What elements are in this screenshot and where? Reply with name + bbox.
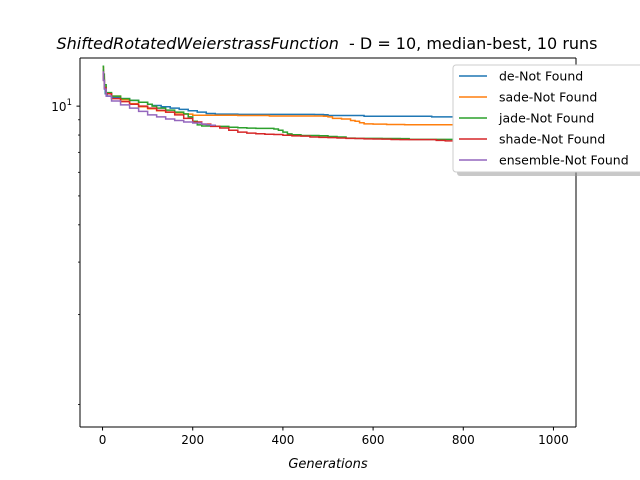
legend: de-Not Found sade-Not Found jade-Not Found… [452,64,640,176]
y-axis: 101 [51,98,80,405]
x-axis: 0 200 400 600 800 1000 [99,427,569,447]
x-tick-label-1000: 1000 [538,433,569,447]
legend-box [452,64,640,173]
legend-items: de-Not Found sade-Not Found jade-Not Found… [459,69,629,168]
legend-label-jade: jade-Not Found [498,111,594,126]
x-tick-label-200: 200 [181,433,204,447]
chart-title-function: ShiftedRotatedWeierstrassFunction [56,34,338,53]
series-line-ensemble [102,71,217,126]
y-tick-label-10: 101 [51,98,72,114]
x-axis-label: Generations [288,457,368,472]
legend-label-shade: shade-Not Found [499,132,605,147]
chart-title: ShiftedRotatedWeierstrassFunction - D = … [56,34,597,53]
x-tick-label-0: 0 [99,433,107,447]
legend-label-de: de-Not Found [499,69,583,84]
y-tick-exponent: 1 [67,98,72,108]
x-tick-label-400: 400 [271,433,294,447]
chart-title-details: - D = 10, median-best, 10 runs [339,34,598,53]
x-tick-label-600: 600 [362,433,385,447]
y-tick-base: 10 [51,100,66,114]
legend-label-ensemble: ensemble-Not Found [499,153,629,168]
x-tick-label-800: 800 [452,433,475,447]
legend-label-sade: sade-Not Found [499,90,597,105]
